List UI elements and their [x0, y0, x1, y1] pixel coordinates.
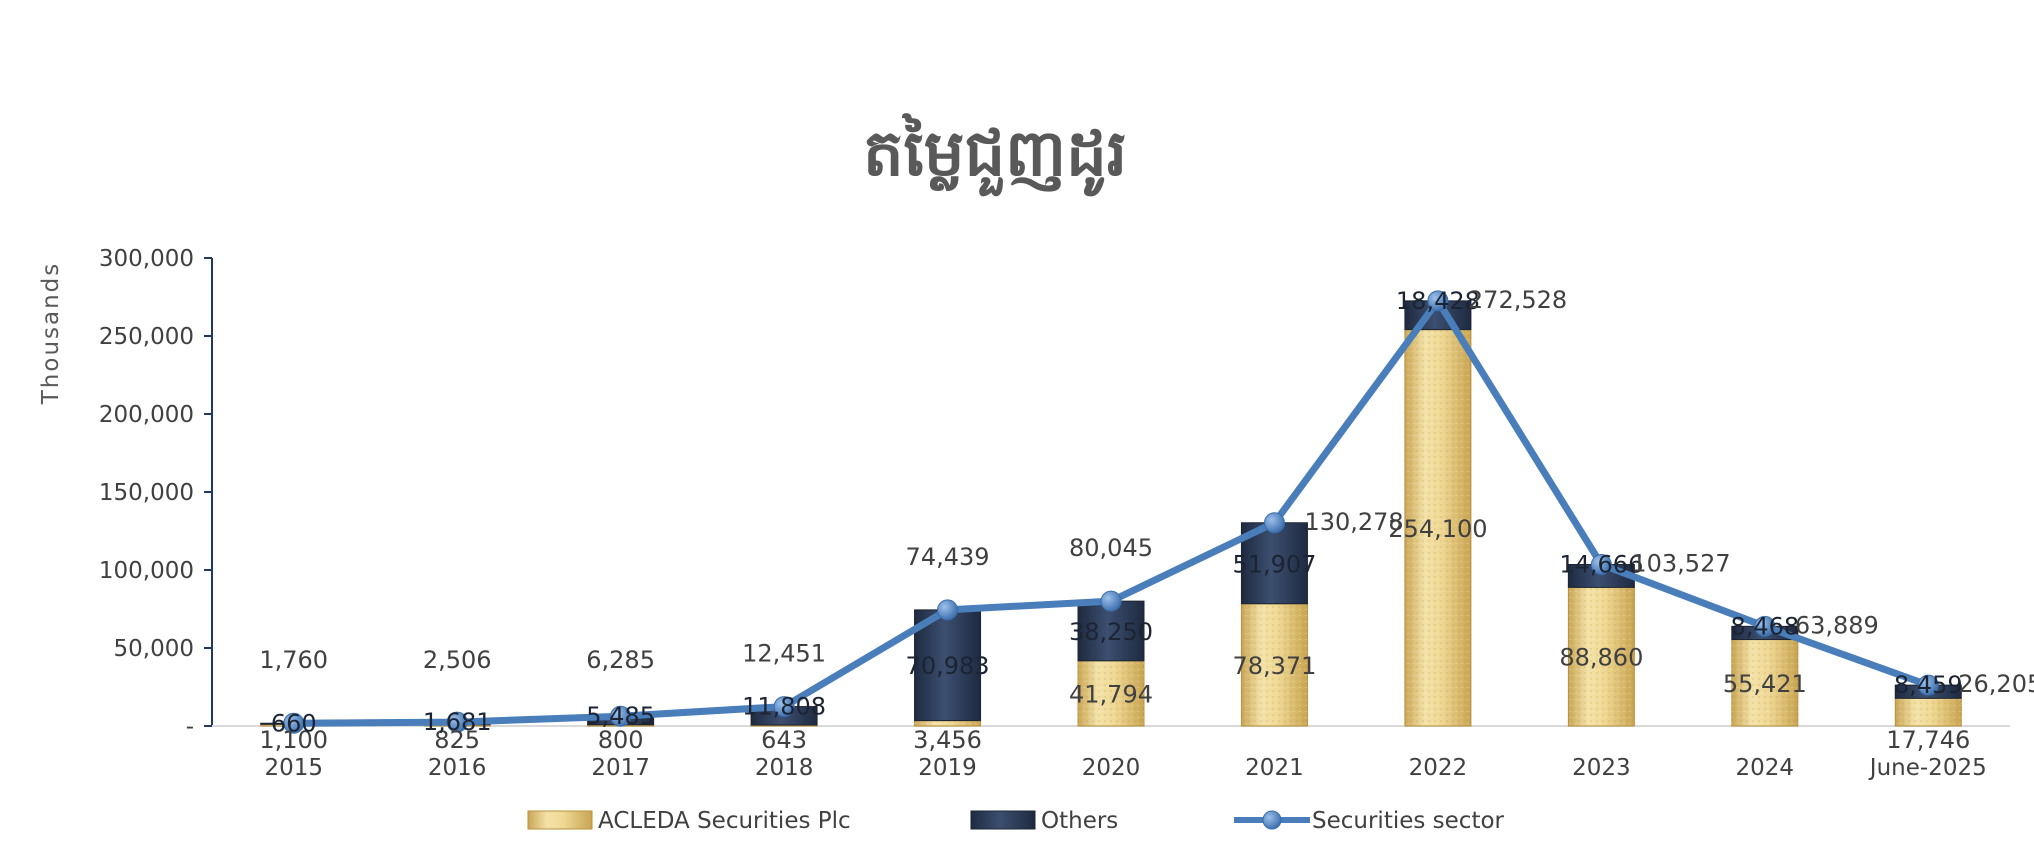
data-label-total: 74,439 [906, 543, 990, 571]
data-label-others: 8,459 [1894, 671, 1963, 699]
line-series [283, 290, 1939, 734]
data-label-acleda: 55,421 [1723, 670, 1807, 698]
line-point [1917, 674, 1939, 696]
x-tick-label: 2017 [591, 755, 650, 781]
data-label-acleda: 825 [434, 726, 480, 754]
data-label-acleda: 1,100 [259, 726, 328, 754]
line-point [1263, 512, 1285, 534]
bar-acleda-texture [1895, 698, 1962, 726]
data-label-acleda: 254,100 [1388, 515, 1487, 543]
y-tick-label: 150,000 [99, 480, 194, 506]
data-label-others: 660 [271, 709, 317, 737]
x-tick-label: 2019 [918, 755, 977, 781]
legend-label-acleda: ACLEDA Securities Plc [598, 808, 851, 834]
bar-acleda-texture [1241, 603, 1308, 726]
data-label-acleda: 41,794 [1069, 680, 1153, 708]
data-label-total: 12,451 [742, 640, 826, 668]
line-point [1427, 290, 1449, 312]
data-label-acleda: 643 [761, 726, 807, 754]
data-label-acleda: 88,860 [1559, 644, 1643, 672]
line-point [1590, 553, 1612, 575]
chart-title: តម្លៃជួញដូរ [863, 113, 1127, 197]
data-label-total: 272,528 [1468, 286, 1567, 314]
line-point [1754, 615, 1776, 637]
line-point [610, 705, 632, 727]
legend-label-others: Others [1041, 808, 1118, 834]
x-tick-label: 2022 [1409, 755, 1468, 781]
data-label-others: 18,428 [1396, 287, 1480, 315]
legend-swatch-others [970, 810, 1036, 830]
x-tick-label: 2020 [1082, 755, 1141, 781]
legend-label-securities: Securities sector [1312, 808, 1505, 834]
data-label-others: 14,666 [1559, 550, 1643, 578]
x-tick-label: 2015 [264, 755, 323, 781]
bar-acleda-texture [1404, 329, 1471, 726]
data-label-total: 6,285 [586, 646, 655, 674]
x-tick-label: 2023 [1572, 755, 1631, 781]
line-point [773, 696, 795, 718]
y-tick-label: 100,000 [99, 558, 194, 584]
data-label-total: 103,527 [1631, 549, 1730, 577]
data-label-total: 1,760 [259, 646, 328, 674]
line-point [446, 711, 468, 733]
line-point [1100, 590, 1122, 612]
bar-acleda-texture [1568, 587, 1635, 726]
data-label-acleda: 3,456 [913, 726, 982, 754]
y-tick-label: 50,000 [114, 636, 194, 662]
x-axis: 2015 2016 2017 2018 2019 2020 2021 2022 2023 2024… [264, 755, 1986, 781]
x-tick-label: 2024 [1736, 755, 1795, 781]
data-label-acleda: 78,371 [1232, 652, 1316, 680]
legend-marker-securities [1262, 810, 1282, 830]
y-tick-label: 250,000 [99, 324, 194, 350]
data-label-others: 1,681 [423, 708, 492, 736]
data-label-others: 70,983 [906, 652, 990, 680]
bar-acleda-texture [914, 720, 981, 726]
data-label-total: 2,506 [423, 646, 492, 674]
data-label-others: 8,468 [1730, 612, 1799, 640]
x-tick-label: 2018 [755, 755, 814, 781]
bar-others [914, 609, 982, 722]
data-label-others: 38,250 [1069, 618, 1153, 646]
x-tick-label: June-2025 [1868, 755, 1987, 781]
y-axis: - 50,000 100,000 150,000 200,000 250,000 300,0… [99, 246, 2010, 740]
line-point [937, 599, 959, 621]
data-label-total: 26,205 [1958, 670, 2034, 698]
y-tick-label: 300,000 [99, 246, 194, 272]
bar-acleda-texture [751, 724, 818, 726]
data-label-total: 80,045 [1069, 534, 1153, 562]
y-axis-label: Thousands [38, 262, 64, 406]
y-tick-label: 200,000 [99, 402, 194, 428]
legend-swatch-acleda [527, 810, 593, 830]
data-label-acleda: 800 [598, 726, 644, 754]
bar-acleda-texture [1078, 660, 1144, 726]
data-label-others: 11,808 [742, 693, 826, 721]
data-label-others: 5,485 [586, 702, 655, 730]
x-tick-label: 2021 [1245, 755, 1304, 781]
bars [260, 300, 1962, 727]
x-tick-label: 2016 [428, 755, 487, 781]
y-tick-label: - [186, 714, 194, 740]
data-label-total: 63,889 [1795, 611, 1879, 639]
data-label-total: 130,278 [1304, 508, 1403, 536]
line-point [283, 712, 305, 734]
legend: ACLEDA Securities Plc Others Securities … [527, 808, 1505, 834]
data-label-acleda: 17,746 [1886, 726, 1970, 754]
data-label-others: 51,907 [1232, 550, 1316, 578]
bar-acleda-texture [1731, 639, 1798, 726]
